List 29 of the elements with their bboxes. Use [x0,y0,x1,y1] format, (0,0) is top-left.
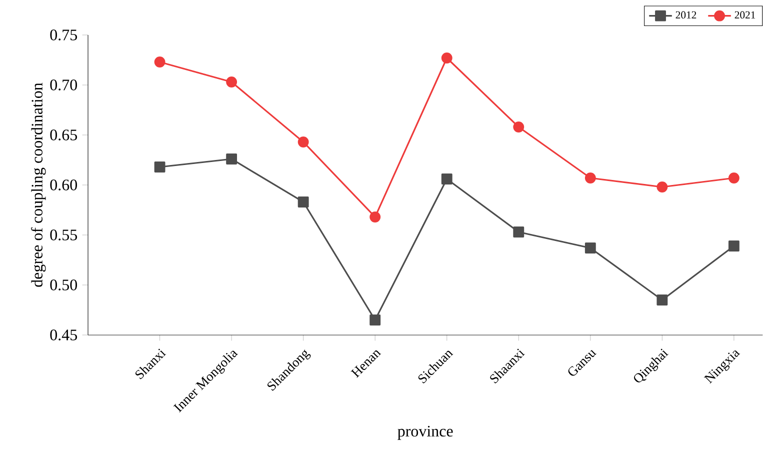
legend-label: 2012 [676,11,696,18]
point [728,172,740,184]
y-tick-label: 0.75 [50,30,77,40]
point [370,314,381,326]
point [154,56,166,68]
y-tick-label: 0.65 [50,130,77,140]
x-axis-title: province [398,426,453,440]
point [513,226,524,238]
y-tick-label: 0.70 [50,80,77,90]
point [513,122,524,132]
point [656,182,668,192]
y-axis-title: degree of coupling coordination [31,82,46,287]
y-tick-label: 0.60 [50,180,77,190]
point [226,76,238,88]
point [226,154,238,164]
y-tick-label: 0.50 [50,280,77,290]
point [441,174,452,184]
point [584,172,596,184]
point [728,240,740,252]
point [584,242,596,254]
point [298,136,309,148]
y-tick-label: 0.45 [50,330,77,340]
point [441,52,452,64]
point [656,294,668,306]
point [298,196,309,208]
legend-label: 2021 [734,11,756,18]
point [370,212,381,222]
y-tick-label: 0.55 [50,230,77,240]
point [154,162,166,172]
